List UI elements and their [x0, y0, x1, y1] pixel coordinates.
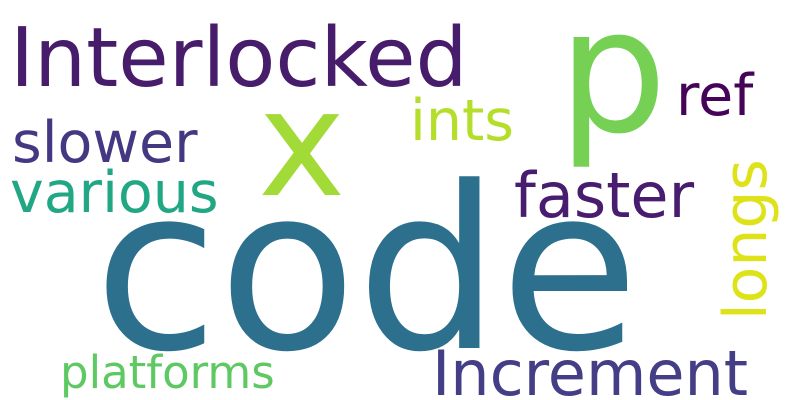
word-longs: longs: [711, 159, 781, 320]
word-faster: faster: [514, 159, 695, 232]
word-p: p: [558, 0, 668, 172]
word-ints: ints: [410, 88, 515, 154]
word-code: code: [94, 139, 640, 400]
word-increment: Increment: [432, 337, 749, 400]
word-x: x: [258, 58, 346, 230]
word-platforms: platforms: [60, 346, 275, 399]
word-slower: slower: [12, 110, 198, 176]
word-ref: ref: [676, 63, 754, 129]
word-various: various: [10, 160, 219, 226]
word-interlocked: Interlocked: [10, 11, 468, 106]
